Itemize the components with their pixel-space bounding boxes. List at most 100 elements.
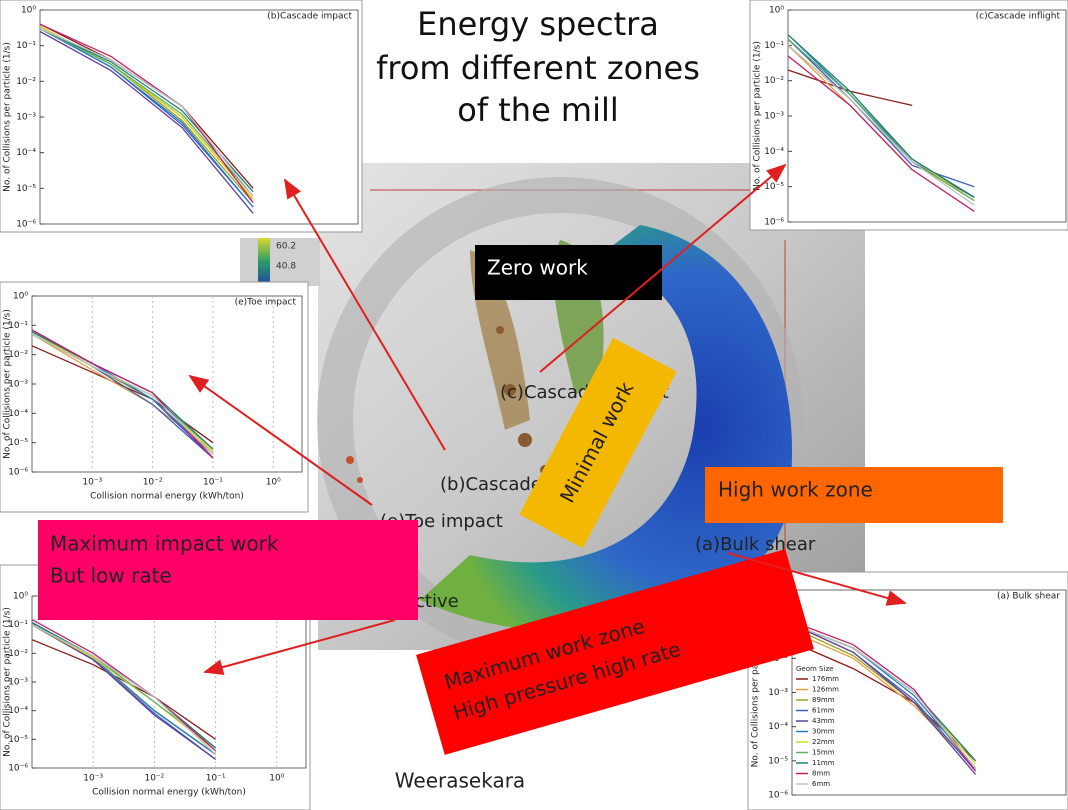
x-tick-label: 10⁻² [143,478,163,488]
callout-box [705,467,1003,523]
series-line [787,34,975,198]
x-tick-label: 10⁰ [269,774,284,784]
particle [346,456,354,464]
legend-label: 126mm [812,686,839,694]
callout-box [38,520,418,620]
y-tick-label: 10⁻⁵ [764,182,784,192]
series-line [31,619,217,752]
legend-label: 8mm [812,770,830,778]
legend-label: 11mm [812,759,835,767]
y-tick-label: 10⁻⁴ [764,147,784,157]
y-tick-label: 10⁻³ [764,112,784,122]
series-line [39,28,254,208]
y-tick-label: 10⁻³ [768,688,788,698]
particle-charge [420,225,793,632]
particle [357,477,363,483]
arrow [539,163,787,373]
x-tick-label: 10⁻¹ [203,478,223,488]
panel-title: (a) Bulk shear [997,592,1060,602]
legend-label: 61mm [812,707,835,715]
arrows [188,163,907,675]
y-tick-label: 10⁻¹ [8,620,28,630]
title-line: of the mill [457,91,619,129]
panel-title: (e)Toe impact [235,298,297,308]
callouts: Energy spectra from different zones of t… [38,5,1003,793]
arrow [188,374,373,506]
y-tick-label: 10⁻⁶ [8,764,28,774]
y-tick-label: 10⁰ [13,592,28,602]
chart-panel: 10⁰ 10⁻¹ 10⁻² 10⁻³ 10⁻⁴ 10⁻⁵ 10⁻⁶ 10⁻³ 10⁻² 10⁻¹ 1… [0,281,309,513]
y-tick-label: 10⁻⁴ [768,722,788,732]
x-tick-label: 10⁰ [266,478,281,488]
credit: Weerasekara [395,769,525,793]
callout-text: Zero work [487,256,588,280]
y-tick-label: 10⁻³ [8,678,28,688]
colorbar-label: 60.2 [276,242,296,252]
y-tick-label: 10⁰ [13,292,28,302]
series-line [39,30,254,214]
y-axis-label: No. of Collisions per particle (1/s) [751,618,761,768]
colorbar-label: 40.8 [276,262,296,272]
panel-title: (c)Cascade inflight [976,12,1061,22]
colorbar [258,238,270,286]
callout-box [475,245,662,300]
x-axis-label: Collision normal energy (kWh/ton) [90,492,244,502]
y-axis-label: No. of Collisions per particle (1/s) [3,607,13,757]
y-tick-label: 10⁻⁴ [8,706,28,716]
series-line [787,38,975,202]
callout-box [416,549,814,755]
mill-label: (a)Bulk shear [695,534,816,555]
callout-text: Maximum impact work [50,532,279,556]
y-tick-label: 10⁻⁵ [8,438,28,448]
callout-text: But low rate [50,564,172,588]
y-tick-label: 10⁻³ [16,113,36,123]
x-axis-label: Collision normal energy (kWh/ton) [92,788,246,798]
title-line: Energy spectra [417,5,659,43]
series-line [39,23,254,203]
arrow [203,619,396,675]
arrow [727,552,907,606]
panel-title: (b)Cascade impact [267,12,352,22]
series-line [31,333,214,455]
series-line [791,631,977,769]
y-tick-label: 10⁻⁴ [8,409,28,419]
particle [504,384,516,396]
y-axis-label: No. of Collisions per particle (1/s) [3,309,13,459]
y-tick-label: 10⁻² [8,350,28,360]
y-tick-label: 10⁻³ [8,380,28,390]
mill-label: ctive [415,591,459,612]
x-tick-label: 10⁻² [144,774,164,784]
y-tick-label: 10⁻⁶ [8,468,28,478]
colorbar-panel [240,238,320,286]
panel-background [749,0,1068,231]
series-line [31,624,216,760]
callout-rotated: Maximum work zone High pressure high rat… [416,549,814,755]
y-tick-label: 10⁻⁴ [16,148,36,158]
y-tick-label: 10⁻⁶ [16,220,36,230]
legend-label: 89mm [812,696,835,704]
legend-label: 30mm [812,728,835,736]
title-line: from different zones [376,49,700,87]
callout-box [519,337,677,549]
series-line [787,44,975,206]
y-tick-label: 10⁻⁶ [768,791,788,801]
y-tick-label: 10⁻⁵ [16,184,36,194]
particle [496,326,504,334]
x-tick-label: 10⁻³ [83,774,103,784]
y-tick-label: 10⁰ [769,6,784,16]
y-axis-label: No. of Collisions per particle (1/s) [3,42,13,192]
series-line [787,38,975,188]
series-line [31,624,217,755]
x-tick-label: 10⁻¹ [206,774,226,784]
chart-panel: 10⁰ 10⁻¹ 10⁻² 10⁻³ 10⁻⁴ 10⁻⁵ 10⁻⁶ (b)Cascade im… [0,0,363,233]
callout-text: High work zone [718,478,873,502]
y-tick-label: 10⁻¹ [16,41,36,51]
y-axis-label: No. of Collisions per particle (1/s) [753,41,763,191]
x-tick-label: 10⁻³ [82,478,102,488]
legend-label: 15mm [812,749,835,757]
y-tick-label: 10⁻⁶ [764,218,784,228]
series-line [787,55,975,212]
y-tick-label: 10⁻² [16,77,36,87]
